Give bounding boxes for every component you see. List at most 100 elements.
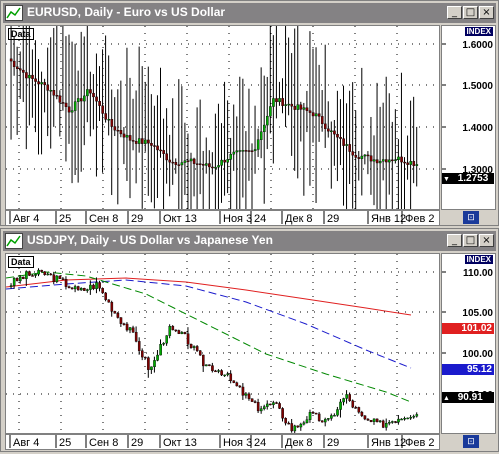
- eurusd-candle: [259, 131, 263, 140]
- eurusd-price-plot[interactable]: Data: [5, 25, 440, 210]
- ma-blue-line: [6, 279, 412, 369]
- usdjpy-candle: [140, 350, 144, 358]
- usdjpy-candle: [308, 412, 312, 420]
- eurusd-candle: [186, 160, 190, 162]
- usdjpy-candle: [107, 299, 111, 303]
- date-label: 25: [59, 213, 71, 225]
- date-label: Ноя 3: [223, 213, 252, 225]
- usdjpy-candle: [171, 326, 175, 331]
- axis-tick-label: 105.00: [462, 308, 493, 319]
- eurusd-candle: [369, 155, 373, 162]
- eurusd-candle: [366, 154, 370, 157]
- eurusd-candle: [171, 161, 175, 164]
- usdjpy-candle: [357, 407, 361, 413]
- usdjpy-date-axis[interactable]: Авг 4 25 Сен 8 29 Окт 13 Ноя 3 24 Дек 8 29 Янв 12…: [5, 434, 440, 450]
- maximize-button[interactable]: □: [463, 234, 478, 247]
- eurusd-candle: [180, 162, 184, 166]
- usdjpy-candle: [281, 408, 284, 419]
- usdjpy-candle: [83, 288, 86, 291]
- usdjpy-candle: [116, 313, 120, 318]
- eurusd-candle: [314, 113, 318, 117]
- eurusd-candle: [305, 107, 309, 111]
- maximize-button[interactable]: □: [463, 6, 478, 19]
- close-button[interactable]: ×: [479, 234, 494, 247]
- usdjpy-candle: [147, 357, 150, 370]
- eurusd-candle: [415, 164, 419, 166]
- last-price-badge: ▼ 1.2753: [442, 173, 494, 184]
- chart-settings-icon[interactable]: ⊡: [463, 211, 479, 224]
- minimize-button[interactable]: _: [447, 234, 462, 247]
- eurusd-candle: [43, 82, 46, 86]
- eurusd-candle: [275, 98, 278, 103]
- eurusd-candle: [317, 113, 321, 117]
- usdjpy-candle: [195, 346, 199, 351]
- eurusd-candle: [266, 115, 269, 126]
- eurusd-price-scale[interactable]: 1.6000 1.5000 1.4000 1.3000 INDEX ▼ 1.2753: [441, 25, 496, 210]
- eurusd-candle: [64, 102, 68, 107]
- eurusd-candle: [183, 160, 187, 163]
- eurusd-candle: [381, 159, 385, 162]
- usdjpy-candle: [86, 289, 89, 291]
- date-label: Ноя 3: [223, 437, 252, 449]
- eurusd-chart-window[interactable]: EURUSD, Daily - Euro vs US Dollar _ □ × …: [0, 0, 499, 226]
- usdjpy-candle: [302, 422, 306, 425]
- eurusd-candle: [76, 98, 80, 102]
- eurusd-candle: [128, 135, 132, 141]
- usdjpy-candle: [381, 420, 385, 428]
- eurusd-candle: [46, 84, 50, 91]
- eurusd-candle: [162, 150, 165, 154]
- eurusd-candle: [363, 154, 367, 157]
- usdjpy-candle: [275, 402, 278, 404]
- eurusd-candle: [165, 153, 169, 161]
- usdjpy-candle: [180, 332, 184, 334]
- eurusd-candle: [70, 110, 74, 113]
- date-label: 29: [131, 437, 143, 449]
- eurusd-titlebar[interactable]: EURUSD, Daily - Euro vs US Dollar _ □ ×: [3, 3, 496, 23]
- usdjpy-candle: [110, 302, 114, 312]
- date-label: 25: [59, 437, 71, 449]
- eurusd-candle: [406, 162, 409, 165]
- usdjpy-candle: [330, 415, 333, 419]
- usdjpy-chart-window[interactable]: USDJPY, Daily - US Dollar vs Japanese Ye…: [0, 228, 499, 452]
- date-label: Авг 4: [13, 213, 39, 225]
- usdjpy-candle: [25, 271, 28, 279]
- eurusd-candle: [9, 58, 13, 62]
- usdjpy-candle: [9, 285, 13, 287]
- eurusd-candle: [253, 149, 257, 151]
- usdjpy-candle: [272, 402, 275, 405]
- eurusd-candle: [333, 130, 336, 135]
- eurusd-date-axis[interactable]: Авг 4 25 Сен 8 29 Окт 13 Ноя 3 24 Дек 8 29 Янв 12…: [5, 210, 440, 226]
- eurusd-candle: [205, 163, 208, 166]
- usdjpy-candle: [320, 420, 324, 423]
- usdjpy-candle: [324, 418, 327, 423]
- close-button[interactable]: ×: [479, 6, 494, 19]
- usdjpy-candle: [412, 415, 416, 418]
- eurusd-candle: [263, 124, 266, 133]
- usdjpy-candle: [61, 278, 65, 280]
- usdjpy-price-plot[interactable]: Data: [5, 253, 440, 434]
- date-label: 29: [327, 437, 339, 449]
- date-label: Фев 2: [405, 213, 435, 225]
- usdjpy-candle: [284, 418, 287, 424]
- usdjpy-candle: [351, 400, 355, 408]
- minimize-button[interactable]: _: [447, 6, 462, 19]
- eurusd-candle: [409, 161, 413, 165]
- chart-settings-icon[interactable]: ⊡: [463, 435, 479, 448]
- last-price-badge: ▲ 90.91: [442, 392, 494, 403]
- eurusd-candle: [324, 123, 327, 129]
- axis-tick-label: 1.4000: [462, 123, 493, 134]
- eurusd-candle: [211, 166, 214, 169]
- eurusd-candle: [150, 143, 153, 146]
- eurusd-candle: [79, 98, 83, 102]
- usdjpy-candle: [220, 370, 223, 376]
- usdjpy-candle: [296, 425, 300, 428]
- eurusd-candle: [147, 139, 150, 144]
- usdjpy-titlebar[interactable]: USDJPY, Daily - US Dollar vs Japanese Ye…: [3, 231, 496, 251]
- eurusd-candle: [296, 104, 300, 110]
- usdjpy-candle: [144, 356, 147, 359]
- eurusd-candle: [12, 60, 16, 67]
- usdjpy-candle: [345, 394, 348, 399]
- usdjpy-candle: [293, 425, 297, 432]
- eurusd-candle: [122, 133, 126, 138]
